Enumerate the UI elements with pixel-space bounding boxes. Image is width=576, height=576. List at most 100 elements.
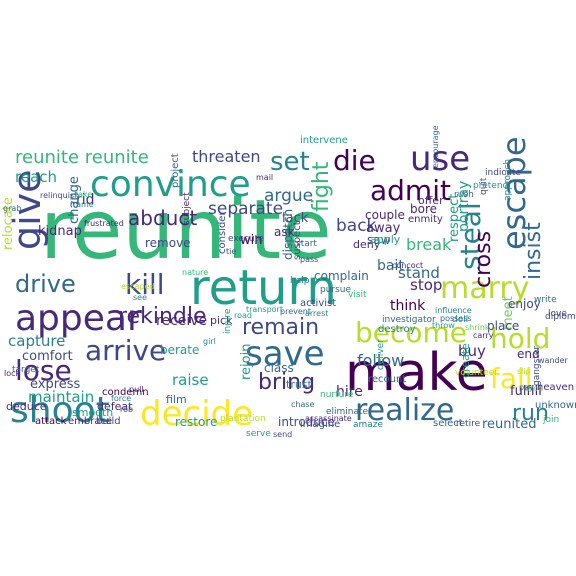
cloud-word: wander (538, 356, 569, 365)
cloud-word: reunited (482, 417, 537, 432)
cloud-word: imagine (300, 419, 340, 430)
cloud-word: argue (264, 186, 313, 206)
cloud-word: approach (503, 159, 513, 201)
cloud-word: carry (473, 331, 494, 340)
cloud-word: pursue (320, 285, 352, 295)
cloud-word: escaped (121, 282, 154, 291)
cloud-word: see (133, 293, 147, 302)
cloud-word: fall (490, 362, 533, 395)
cloud-word: enmity (408, 214, 443, 225)
cloud-word: drive (15, 270, 76, 298)
cloud-word: quit (479, 177, 489, 195)
cloud-word: cross (471, 231, 496, 288)
cloud-word: film (166, 393, 187, 406)
cloud-word: amaze (353, 420, 384, 430)
cloud-word: arrive (85, 334, 166, 367)
cloud-word: nurture (320, 390, 354, 400)
cloud-word: start (296, 239, 317, 249)
cloud-word: select (433, 418, 463, 429)
cloud-word: recount (368, 374, 406, 385)
cloud-word: admit (370, 174, 451, 207)
cloud-word: create (459, 343, 472, 378)
cloud-word: offer (418, 194, 444, 207)
cloud-word: reunite (40, 183, 332, 278)
cloud-word: make (345, 343, 488, 403)
cloud-word: express (30, 377, 81, 392)
cloud-word: pull (129, 385, 144, 394)
cloud-word: mail (256, 173, 273, 182)
cloud-word: frame (70, 200, 94, 209)
cloud-word: plantation (220, 414, 266, 424)
cloud-word: escape (495, 136, 533, 250)
cloud-word: deliver (376, 339, 386, 370)
cloud-word: rob (120, 405, 133, 414)
cloud-word: rush (454, 190, 474, 200)
cloud-word: subject (182, 192, 192, 225)
cloud-word: place (487, 319, 519, 333)
cloud-word: ask (274, 225, 295, 239)
cloud-word: rekindle (118, 304, 207, 329)
cloud-word: love (548, 309, 567, 319)
cloud-word: defeat (97, 400, 133, 413)
cloud-word: suspect (292, 221, 303, 260)
cloud-word: decide (140, 394, 253, 434)
cloud-word: help (290, 276, 310, 286)
cloud-word: use (410, 139, 470, 179)
cloud-word: save (245, 334, 325, 374)
cloud-word: win (240, 233, 262, 248)
cloud-word: consider (217, 211, 228, 254)
cloud-word: respect (447, 194, 462, 242)
cloud-word: rejoin (239, 344, 254, 380)
cloud-word: away (366, 221, 401, 236)
cloud-word: relinquish (40, 191, 79, 200)
cloud-word: join (542, 415, 559, 425)
cloud-word: back (336, 216, 377, 236)
cloud-word: fulfill (510, 384, 542, 399)
cloud-word: target (12, 365, 40, 375)
cloud-word: lock (4, 369, 21, 378)
cloud-word: steal (454, 202, 487, 270)
cloud-word: give (5, 169, 49, 250)
cloud-word: dispatch (281, 209, 295, 260)
cloud-word: pay (519, 383, 534, 392)
cloud-word: realize (355, 393, 454, 428)
cloud-word: possess (440, 314, 472, 323)
cloud-word: arrest (305, 309, 328, 318)
cloud-word: die (333, 144, 376, 177)
cloud-word: influence (435, 306, 472, 315)
cloud-word: diplomat (545, 312, 576, 322)
cloud-word: deduce (6, 400, 47, 413)
cloud-word: kidnap (38, 224, 82, 239)
cloud-word: bring (258, 370, 315, 395)
cloud-word: appear (15, 298, 142, 339)
cloud-word: build (96, 416, 121, 427)
cloud-word: class (264, 361, 294, 375)
cloud-word: remain (242, 315, 319, 340)
cloud-word: project (170, 153, 181, 188)
cloud-word: embrace (68, 416, 112, 427)
cloud-word: lack (282, 211, 309, 226)
cloud-word: condemn (102, 387, 149, 398)
cloud-word: comfort (22, 349, 73, 364)
cloud-word: deny (353, 238, 381, 251)
cloud-word: bore (410, 202, 437, 216)
cloud-word: apply (370, 233, 401, 246)
cloud-word: investigator (382, 315, 436, 325)
cloud-word: write (534, 295, 557, 305)
cloud-word: abduct (128, 206, 197, 230)
cloud-word: serve (246, 429, 271, 439)
cloud-word: nature (182, 268, 208, 277)
cloud-word: take (75, 190, 92, 199)
cloud-word: pretend (473, 181, 508, 191)
cloud-word: buy (458, 342, 486, 360)
cloud-word: force (111, 394, 131, 403)
cloud-word: tie (226, 247, 236, 256)
cloud-word: return (190, 260, 337, 316)
cloud-word: follow (357, 351, 404, 370)
cloud-word: eliminate (326, 407, 369, 417)
cloud-word: berate (160, 343, 199, 357)
cloud-word: pick (210, 314, 233, 327)
